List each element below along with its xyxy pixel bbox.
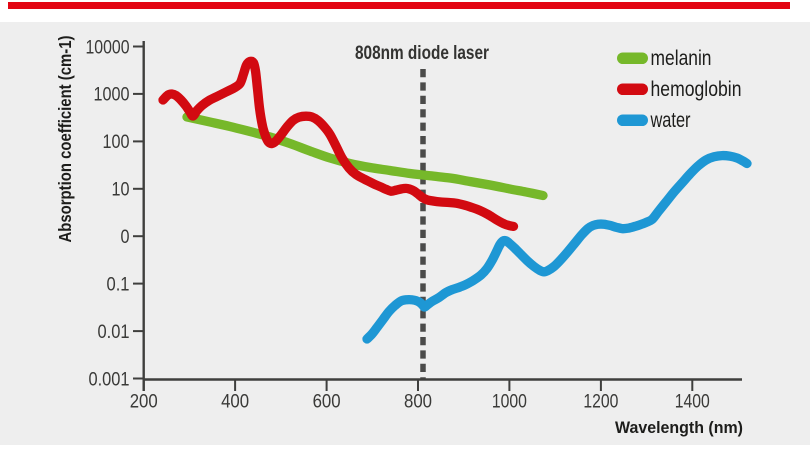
svg-text:water: water <box>650 109 691 132</box>
svg-text:600: 600 <box>313 392 341 413</box>
svg-text:200: 200 <box>130 392 158 413</box>
svg-text:10000: 10000 <box>86 36 130 58</box>
svg-text:Absorption coefficient (cm-1): Absorption coefficient (cm-1) <box>55 36 75 243</box>
svg-text:Wavelength (nm): Wavelength (nm) <box>615 419 743 437</box>
svg-text:0.01: 0.01 <box>98 321 130 343</box>
svg-text:0.1: 0.1 <box>107 273 130 295</box>
svg-text:1200: 1200 <box>583 392 618 413</box>
svg-text:400: 400 <box>221 392 249 413</box>
svg-text:1400: 1400 <box>675 392 710 413</box>
svg-text:1000: 1000 <box>492 392 527 413</box>
svg-text:hemoglobin: hemoglobin <box>651 78 742 101</box>
svg-text:808nm diode laser: 808nm diode laser <box>355 42 489 64</box>
svg-text:0: 0 <box>121 226 130 248</box>
svg-text:100: 100 <box>103 131 130 153</box>
svg-text:10: 10 <box>112 179 130 201</box>
svg-text:800: 800 <box>404 392 432 413</box>
svg-text:melanin: melanin <box>651 47 712 70</box>
svg-text:0.001: 0.001 <box>89 368 130 390</box>
svg-text:1000: 1000 <box>94 84 130 106</box>
